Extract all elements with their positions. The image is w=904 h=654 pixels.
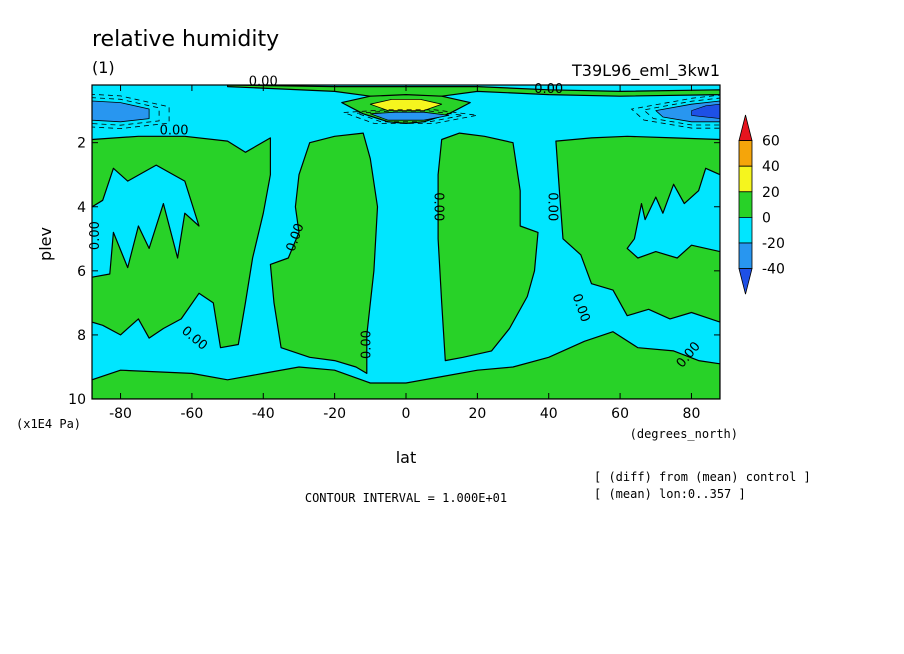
contour-label: 0.00 bbox=[534, 82, 563, 97]
x-tick-label: 60 bbox=[611, 406, 629, 422]
x-tick-label: 20 bbox=[468, 406, 486, 422]
plot-area bbox=[92, 85, 720, 399]
x-tick-label: -20 bbox=[323, 406, 346, 422]
contour-region-sh-midlat bbox=[92, 135, 271, 349]
contour-label: 0.00 bbox=[160, 124, 189, 139]
contour-region-eq-low bbox=[369, 111, 450, 121]
colorbar-bin bbox=[738, 191, 753, 218]
colorbar-bin bbox=[738, 242, 753, 270]
colorbar-tick-label: 0 bbox=[762, 210, 771, 226]
colorbar-bin bbox=[738, 216, 753, 244]
x-tick-label: 80 bbox=[683, 406, 701, 422]
contour-label: 0.00 bbox=[88, 221, 103, 250]
x-axis-label: lat bbox=[396, 448, 417, 467]
colorbar: 60 40 20 0 -20 -40 bbox=[738, 114, 785, 295]
colorbar-bin bbox=[738, 140, 753, 167]
y-tick-label: 10 bbox=[68, 392, 86, 408]
contour-region-sh-tropics bbox=[269, 132, 379, 374]
negative-contour-eq-low-1 bbox=[343, 109, 478, 124]
y-tick-label: 6 bbox=[77, 264, 86, 280]
contour-label: 0.00 bbox=[545, 192, 560, 221]
x-units-label: (degrees_north) bbox=[630, 427, 738, 441]
contour-region-eq-max-core bbox=[369, 99, 443, 111]
contour-region-nh-tropics bbox=[437, 132, 539, 362]
run-label: T39L96_eml_3kw1 bbox=[571, 61, 720, 81]
note-mean-lon: [ (mean) lon:0..357 ] bbox=[594, 487, 746, 501]
y-units-label: (x1E4 Pa) bbox=[16, 417, 81, 431]
contour-region-np-core bbox=[691, 103, 720, 119]
contour-interval-text: CONTOUR INTERVAL = 1.000E+01 bbox=[305, 491, 507, 505]
contour-region-nh-midlat bbox=[555, 135, 720, 323]
negative-contours bbox=[92, 93, 720, 130]
contour-fields bbox=[92, 85, 720, 399]
colorbar-tick-label: -20 bbox=[762, 236, 785, 252]
negative-contour-np-strat-low-0 bbox=[642, 97, 720, 126]
y-axis: 2 4 6 8 10 bbox=[68, 136, 720, 408]
contour-label: 0.00 bbox=[359, 330, 374, 359]
y-tick-label: 4 bbox=[77, 200, 86, 216]
y-tick-label: 8 bbox=[77, 328, 86, 344]
colorbar-tick-label: 40 bbox=[762, 159, 780, 175]
x-tick-label: 40 bbox=[540, 406, 558, 422]
colorbar-bottom-arrow bbox=[738, 268, 753, 295]
contour-region-sp-strat-low bbox=[92, 100, 150, 123]
negative-contour-np-strat-low-1 bbox=[630, 94, 720, 129]
colorbar-tick-label: 20 bbox=[762, 185, 780, 201]
colorbar-bin bbox=[738, 165, 753, 193]
colorbar-top-arrow bbox=[738, 114, 753, 142]
y-axis-label: plev bbox=[36, 227, 55, 261]
colorbar-tick-label: 60 bbox=[762, 134, 780, 150]
x-axis: -80 -60 -40 -20 0 20 40 60 80 bbox=[109, 85, 700, 422]
chart-subtitle: (1) bbox=[92, 58, 115, 77]
contour-label: 0.00 bbox=[249, 75, 278, 90]
x-tick-label: 0 bbox=[402, 406, 411, 422]
y-tick-label: 2 bbox=[77, 136, 86, 152]
negative-contour-sp-strat-low-0 bbox=[92, 97, 160, 126]
colorbar-tick-label: -40 bbox=[762, 262, 785, 278]
negative-contour-sp-strat-low-1 bbox=[92, 93, 170, 130]
note-diff: [ (diff) from (mean) control ] bbox=[594, 470, 811, 484]
contour-region-lower-band bbox=[92, 331, 720, 399]
chart-title: relative humidity bbox=[92, 27, 279, 52]
x-tick-label: -60 bbox=[180, 406, 203, 422]
contour-label: 0.00 bbox=[431, 192, 446, 221]
x-tick-label: -80 bbox=[109, 406, 132, 422]
x-tick-label: -40 bbox=[252, 406, 275, 422]
